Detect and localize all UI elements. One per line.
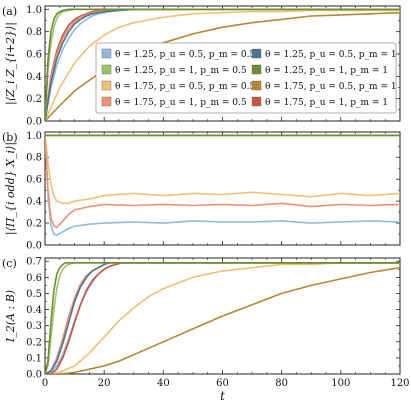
- x-tick-label: 20: [98, 378, 111, 389]
- panel-label: (a): [2, 5, 17, 18]
- series-group: [45, 134, 400, 236]
- legend-swatch: [101, 80, 112, 91]
- series-line: [45, 135, 400, 205]
- panel-a: 0.0 0.2 0.4 0.6 0.8 1.0 (a) |⟨Z_i Z_{i+2}⟩|: [2, 5, 401, 128]
- y-tick-label: 0.4: [26, 72, 42, 83]
- y-tick-label: 0.6: [26, 50, 42, 61]
- y-tick-label: 0.6: [26, 175, 42, 186]
- y-tick-label: 1.0: [26, 5, 42, 16]
- y-axis-label: |⟨Π_{i odd} X_i⟩|: [4, 142, 18, 235]
- series-line: [45, 135, 400, 229]
- series-line: [45, 261, 400, 374]
- legend-box: [95, 42, 397, 114]
- panel-c: 0.0 0.1 0.2 0.3 0.4 0.5 0.6 0.7 0 20 40 60 80 100 120 t…: [2, 257, 410, 403]
- y-tick-label: 0.0: [26, 117, 42, 128]
- x-tick-label: 0: [42, 378, 48, 389]
- x-tick-label: 80: [275, 378, 288, 389]
- y-tick-label: 0.4: [26, 197, 42, 208]
- series-line: [45, 261, 400, 374]
- legend: θ = 1.25, p_u = 0.5, p_m = 0.5 θ = 1.25, …: [95, 42, 397, 114]
- series-line: [45, 135, 400, 236]
- series-group: [45, 8, 400, 121]
- legend-entry: θ = 1.75, p_u = 0.5, p_m = 0.5: [115, 82, 255, 92]
- series-line: [45, 261, 400, 374]
- y-tick-label: 0.2: [26, 337, 42, 348]
- y-tick-label: 1.0: [26, 131, 42, 142]
- series-line: [45, 8, 400, 121]
- legend-swatch: [101, 64, 112, 75]
- legend-entry: θ = 1.25, p_u = 1, p_m = 0.5: [115, 66, 247, 76]
- y-tick-label: 0.6: [26, 273, 42, 284]
- x-tick-label: 100: [331, 378, 350, 389]
- y-tick-label: 0.0: [26, 370, 42, 381]
- y-tick-label: 0.2: [26, 94, 42, 105]
- plot-frame: [44, 131, 401, 246]
- y-tick-label: 0.8: [26, 27, 42, 38]
- series-line: [45, 261, 400, 374]
- y-tick-label: 0.3: [26, 321, 42, 332]
- y-tick-label: 0.5: [26, 289, 42, 300]
- panel-label: (b): [2, 131, 18, 144]
- y-axis-label: I_2(A : B): [4, 290, 17, 343]
- y-axis-label: |⟨Z_i Z_{i+2}⟩|: [4, 22, 18, 105]
- series-line: [45, 261, 400, 374]
- legend-entry: θ = 1.25, p_u = 0.5, p_m = 1: [265, 50, 397, 60]
- y-tick-label: 0.1: [26, 353, 42, 364]
- series-line: [45, 261, 400, 374]
- x-tick-label: 120: [390, 378, 409, 389]
- x-tick-label: 60: [216, 378, 229, 389]
- x-tick-label: 40: [157, 378, 170, 389]
- y-tick-label: 0.7: [26, 257, 42, 268]
- y-tick-label: 0.8: [26, 153, 42, 164]
- legend-swatch: [101, 48, 112, 59]
- legend-entry: θ = 1.75, p_u = 0.5, p_m = 1: [265, 82, 397, 92]
- panel-b: 0.0 0.2 0.4 0.6 0.8 1.0 (b)|⟨Π_{i odd} X_i⟩|: [2, 131, 401, 252]
- legend-swatch: [251, 96, 262, 107]
- legend-entry: θ = 1.25, p_u = 0.5, p_m = 0.5: [115, 50, 255, 60]
- series-group: [45, 261, 400, 374]
- series-line: [45, 266, 400, 374]
- legend-entry: θ = 1.75, p_u = 1, p_m = 0.5: [115, 98, 247, 108]
- series-line: [45, 9, 400, 121]
- x-axis-label: t: [220, 389, 225, 403]
- legend-entry: θ = 1.25, p_u = 1, p_m = 1: [265, 66, 388, 76]
- legend-swatch: [251, 80, 262, 91]
- legend-swatch: [251, 48, 262, 59]
- panel-label: (c): [2, 257, 17, 270]
- legend-entry: θ = 1.75, p_u = 1, p_m = 1: [265, 98, 388, 108]
- series-line: [45, 11, 400, 121]
- series-line: [45, 261, 400, 374]
- legend-swatch: [251, 64, 262, 75]
- y-tick-label: 0.2: [26, 219, 42, 230]
- legend-swatch: [101, 96, 112, 107]
- y-tick-label: 0.4: [26, 305, 42, 316]
- y-tick-label: 0.0: [26, 241, 42, 252]
